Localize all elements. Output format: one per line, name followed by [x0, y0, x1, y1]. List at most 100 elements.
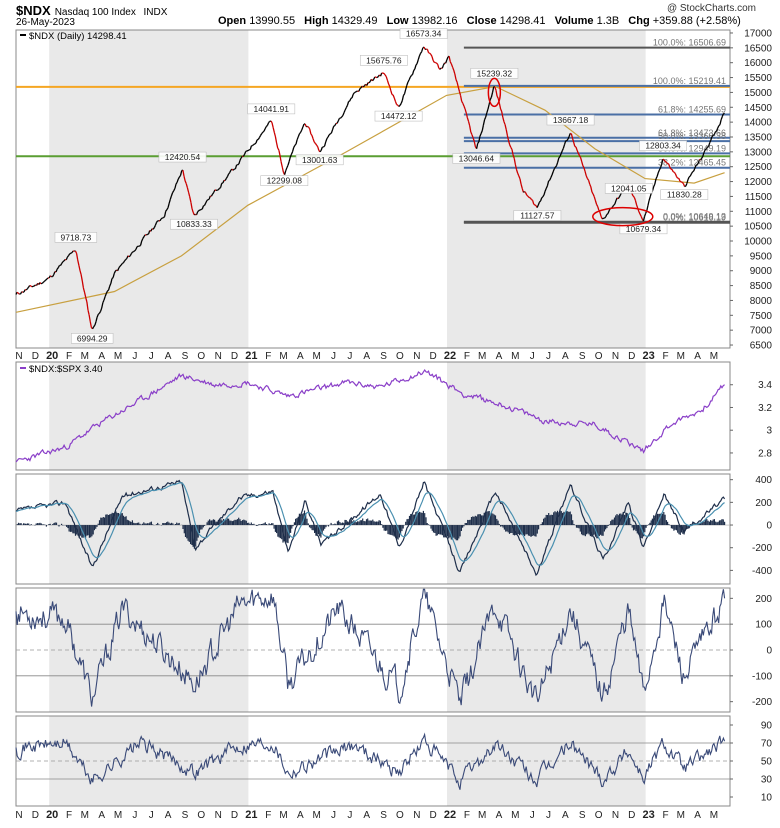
symbol-title: $NDX Nasdaq 100 Index INDX	[16, 3, 167, 18]
price-segment	[548, 179, 551, 182]
price-segment	[426, 49, 430, 54]
price-segment	[450, 63, 454, 68]
price-segment	[283, 170, 287, 175]
price-segment	[506, 135, 510, 141]
y-tick-label: 0	[766, 521, 772, 532]
price-segment	[295, 139, 298, 145]
price-segment	[700, 157, 703, 161]
price-segment	[707, 142, 711, 147]
y-tick-label: 8500	[750, 281, 773, 292]
price-segment	[16, 291, 19, 294]
x-tick-label: A	[363, 351, 370, 362]
price-segment	[366, 82, 369, 86]
y-tick-label: 12000	[744, 177, 772, 188]
price-segment	[42, 280, 46, 283]
price-segment	[634, 200, 638, 206]
price-segment	[29, 284, 32, 287]
price-segment	[314, 143, 318, 146]
price-segment	[185, 183, 189, 188]
price-segment	[101, 302, 104, 309]
price-segment	[319, 150, 322, 153]
price-segment	[52, 274, 55, 277]
price-segment	[558, 156, 561, 159]
x-tick-label: J	[347, 351, 352, 362]
price-segment	[301, 126, 304, 131]
price-segment	[592, 193, 595, 198]
price-segment	[673, 171, 676, 175]
price-segment	[133, 250, 136, 253]
price-segment	[97, 312, 100, 315]
x-tick-label: M	[710, 810, 718, 821]
macd-line	[15, 479, 726, 577]
x-tick-label: N	[612, 810, 619, 821]
price-annotation-label: 12299.08	[267, 176, 303, 186]
price-segment	[392, 94, 395, 99]
price-segment	[466, 117, 470, 122]
x-tick-label: J	[546, 810, 551, 821]
price-segment	[334, 123, 337, 126]
price-segment	[633, 197, 637, 201]
x-tick-label: F	[464, 351, 470, 362]
price-segment	[501, 111, 504, 118]
price-segment	[60, 263, 63, 266]
price-segment	[122, 260, 126, 264]
price-segment	[596, 204, 599, 207]
price-segment	[154, 222, 158, 226]
x-tick-label: J	[132, 810, 137, 821]
chart-header: $NDX Nasdaq 100 Index INDX 26-May-2023 @ …	[0, 0, 780, 30]
price-segment	[713, 131, 717, 135]
price-segment	[456, 82, 459, 88]
y-tick-label: 100	[755, 620, 772, 631]
price-segment	[553, 166, 556, 170]
price-segment	[503, 121, 506, 125]
price-segment	[601, 217, 604, 220]
price-segment	[566, 138, 569, 142]
x-tick-label: O	[595, 810, 603, 821]
x-tick-label: J	[546, 351, 551, 362]
x-tick-label: S	[380, 810, 387, 821]
price-segment	[687, 176, 690, 180]
price-segment	[715, 127, 719, 132]
price-annotation-box	[660, 189, 709, 200]
price-segment	[705, 147, 708, 150]
price-segment	[399, 103, 402, 106]
high-label: High	[304, 15, 329, 27]
price-segment	[653, 183, 656, 187]
fib-level-label: 38.2%: 12465.45	[658, 158, 726, 168]
year-shade-1-1	[447, 362, 646, 470]
x-tick-label: M	[114, 351, 122, 362]
price-segment	[507, 140, 511, 145]
price-segment	[152, 227, 155, 230]
price-segment	[120, 263, 123, 266]
price-segment	[346, 101, 350, 106]
price-segment	[420, 51, 423, 54]
x-tick-label: N	[413, 810, 420, 821]
price-annotation-box	[546, 114, 595, 126]
price-segment	[159, 218, 162, 222]
price-segment	[179, 170, 183, 176]
price-segment	[65, 256, 68, 260]
price-segment	[545, 185, 548, 189]
price-segment	[174, 183, 177, 189]
y-tick-label: -200	[752, 543, 772, 554]
price-segment	[388, 83, 391, 87]
x-tick-label: 22	[444, 809, 456, 821]
price-segment	[341, 115, 344, 118]
x-tick-label: S	[182, 351, 189, 362]
price-segment	[266, 122, 270, 126]
x-tick-label: M	[279, 351, 287, 362]
ohlc-readout: Open 13990.55 High 14329.49 Low 13982.16…	[212, 15, 741, 27]
price-segment	[554, 165, 558, 168]
price-segment	[190, 202, 193, 209]
price-segment	[555, 161, 559, 166]
price-segment	[478, 135, 481, 143]
price-segment	[642, 216, 646, 222]
price-segment	[403, 89, 407, 94]
price-segment	[551, 171, 554, 176]
x-tick-label: A	[297, 810, 304, 821]
price-segment	[587, 180, 591, 185]
y-tick-label: 2.8	[758, 448, 772, 459]
price-segment	[247, 149, 250, 152]
price-segment	[337, 118, 340, 122]
price-segment	[119, 264, 122, 267]
